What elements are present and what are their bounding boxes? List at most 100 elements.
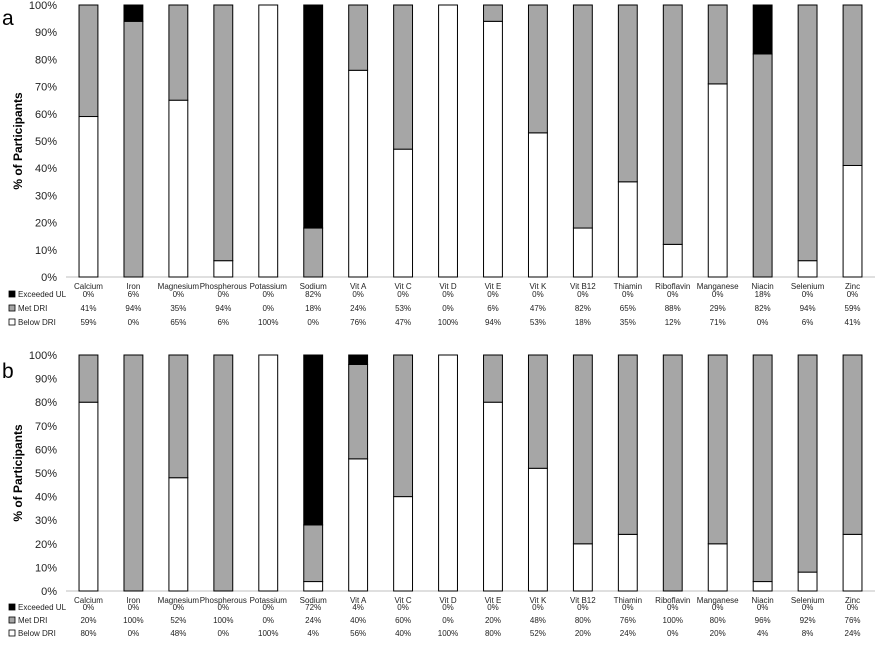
data-table-cell: 100% <box>258 318 278 327</box>
bar-segment-met-dri <box>572 354 593 545</box>
category-label: Manganese <box>697 282 739 291</box>
bar-segment-met-dri <box>842 4 863 166</box>
category-label: Thiamin <box>614 596 642 605</box>
y-tick-label: 70% <box>35 82 57 94</box>
legend-key <box>8 304 16 312</box>
data-table-cell: 0% <box>442 603 454 612</box>
data-table-cell: 0% <box>128 603 140 612</box>
data-table-cell: 94% <box>215 304 231 313</box>
data-table-cell: 0% <box>622 603 634 612</box>
data-table-cell: 53% <box>530 318 546 327</box>
bar-segment-below-dri <box>707 543 728 592</box>
category-label: Calcium <box>74 282 103 291</box>
category-label: Sodium <box>300 282 327 291</box>
bar-segment-below-dri <box>797 571 818 592</box>
data-table-cell: 88% <box>665 304 681 313</box>
category-label: Selenium <box>791 282 825 291</box>
data-table-cell: 0% <box>352 290 364 299</box>
legend-key <box>8 290 16 298</box>
y-tick-label: 60% <box>35 444 57 456</box>
y-tick-label: 0% <box>41 272 57 284</box>
data-table-cell: 0% <box>757 318 769 327</box>
bar-segment-below-dri <box>572 543 593 592</box>
data-table-cell: 35% <box>170 304 186 313</box>
bar-segment-below-dri <box>348 69 369 278</box>
category-label: Riboflavin <box>655 282 690 291</box>
data-table-cell: 4% <box>307 629 319 638</box>
data-table-cell: 65% <box>620 304 636 313</box>
category-label: Thiamin <box>614 282 642 291</box>
data-table-cell: 80% <box>80 629 96 638</box>
data-table-cell: 48% <box>530 616 546 625</box>
category-label: Vit D <box>439 282 456 291</box>
data-table-cell: 80% <box>485 629 501 638</box>
bar-segment-met-dri <box>123 20 144 278</box>
data-table-cell: 35% <box>620 318 636 327</box>
y-tick-label: 70% <box>35 421 57 433</box>
bar-segment-met-dri <box>348 4 369 71</box>
data-table-cell: 24% <box>305 616 321 625</box>
bar-segment-met-dri <box>213 4 234 262</box>
bar-segment-met-dri <box>797 354 818 573</box>
bar-segment-met-dri <box>527 4 548 134</box>
category-label: Vit E <box>485 596 502 605</box>
legend-key <box>8 603 16 611</box>
data-table-cell: 6% <box>487 304 499 313</box>
data-table-cell: 12% <box>665 318 681 327</box>
bar-segment-below-dri <box>78 116 99 278</box>
bar-segment-met-dri <box>572 4 593 229</box>
category-label: Phospherous <box>200 596 247 605</box>
category-label: Selenium <box>791 596 825 605</box>
bar-segment-below-dri <box>617 533 638 592</box>
category-label: Niacin <box>752 282 774 291</box>
data-table-cell: 0% <box>667 290 679 299</box>
bar-segment-below-dri <box>842 164 863 278</box>
data-table-cell: 47% <box>395 318 411 327</box>
category-label: Zinc <box>845 596 860 605</box>
y-tick-label: 10% <box>35 245 57 257</box>
legend-label: Exceeded UL <box>18 290 67 299</box>
bar-segment-below-dri <box>617 181 638 278</box>
bar-segment-exceeded-ul <box>123 4 144 22</box>
category-label: Vit C <box>394 596 411 605</box>
data-table-cell: 76% <box>845 616 861 625</box>
bar-segment-met-dri <box>617 4 638 183</box>
bar-segment-below-dri <box>483 20 503 278</box>
data-table-cell: 0% <box>218 290 230 299</box>
y-tick-label: 50% <box>35 468 57 480</box>
legend-label: Below DRI <box>18 318 56 327</box>
data-table-cell: 60% <box>395 616 411 625</box>
data-table-cell: 76% <box>350 318 366 327</box>
y-tick-label: 30% <box>35 515 57 527</box>
y-tick-label: 20% <box>35 539 57 551</box>
bar-segment-below-dri <box>258 4 279 278</box>
y-tick-label: 40% <box>35 163 57 175</box>
category-label: Niacin <box>752 596 774 605</box>
data-table-cell: 6% <box>802 318 814 327</box>
data-table-cell: 94% <box>125 304 141 313</box>
y-tick-label: 0% <box>41 586 57 598</box>
data-table-cell: 0% <box>577 603 589 612</box>
y-tick-label: 80% <box>35 54 57 66</box>
data-table-cell: 0% <box>442 290 454 299</box>
legend-label: Met DRI <box>18 616 47 625</box>
bar-segment-met-dri <box>393 4 414 150</box>
category-label: Vit K <box>530 596 547 605</box>
bar-segment-met-dri <box>752 354 773 583</box>
bar-segment-met-dri <box>483 4 503 22</box>
data-table-cell: 0% <box>218 603 230 612</box>
category-label: Riboflavin <box>655 596 690 605</box>
data-table-cell: 29% <box>710 304 726 313</box>
data-table-cell: 100% <box>438 629 458 638</box>
data-table-cell: 0% <box>487 290 499 299</box>
category-label: Vit K <box>530 282 547 291</box>
data-table-cell: 0% <box>712 603 724 612</box>
data-table-cell: 4% <box>757 629 769 638</box>
category-label: Vit C <box>394 282 411 291</box>
bar-segment-met-dri <box>123 354 144 592</box>
bar-segment-below-dri <box>168 477 189 592</box>
category-label: Manganese <box>697 596 739 605</box>
category-label: Potassium <box>250 596 288 605</box>
data-table-cell: 20% <box>485 616 501 625</box>
bar-segment-below-dri <box>662 243 683 278</box>
